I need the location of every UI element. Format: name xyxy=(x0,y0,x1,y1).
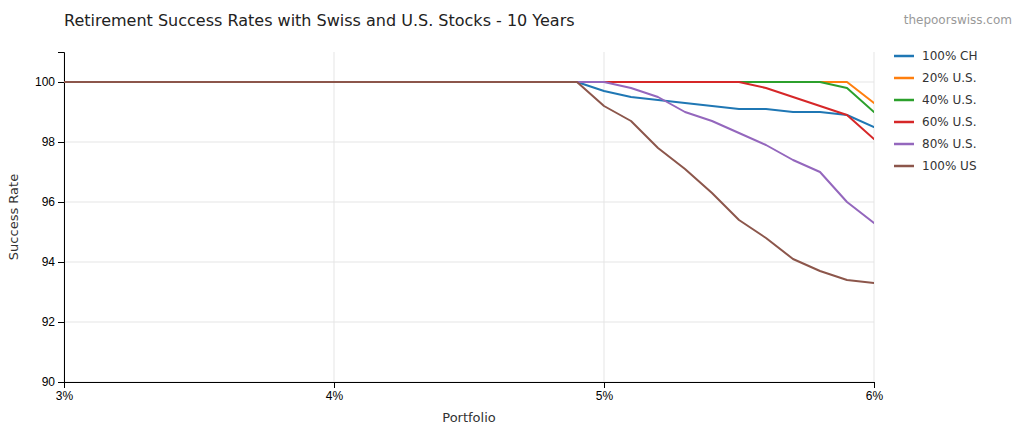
y-tick-mark xyxy=(58,322,64,323)
y-tick: 96 xyxy=(42,195,64,209)
legend-swatch xyxy=(894,143,914,146)
legend-label: 100% US xyxy=(922,159,977,173)
legend-swatch xyxy=(894,55,914,58)
legend-label: 40% U.S. xyxy=(922,93,977,107)
y-tick-mark xyxy=(58,262,64,263)
y-tick-label: 92 xyxy=(42,315,56,329)
series-line xyxy=(64,82,874,223)
y-tick-mark xyxy=(58,82,64,83)
y-tick: 90 xyxy=(42,375,64,389)
x-axis-title: Portfolio xyxy=(442,410,496,425)
x-axis-line xyxy=(65,383,875,389)
legend-item: 100% US xyxy=(894,159,977,173)
y-tick: 92 xyxy=(42,315,64,329)
x-tick: 5% xyxy=(596,382,614,403)
legend-item: 80% U.S. xyxy=(894,137,977,151)
title: Retirement Success Rates with Swiss and … xyxy=(64,11,575,30)
series-line xyxy=(64,82,874,139)
y-tick: 98 xyxy=(42,135,64,149)
legend-label: 20% U.S. xyxy=(922,71,977,85)
y-grid-line xyxy=(64,322,874,323)
plot: 3% 4% 5% 6% 90 92 94 96 98 100 xyxy=(35,52,884,403)
y-tick-label: 98 xyxy=(42,135,56,149)
y-tick: 94 xyxy=(42,255,64,269)
legend-swatch xyxy=(894,121,914,124)
y-tick-mark xyxy=(58,142,64,143)
x-tick-mark xyxy=(334,382,335,388)
grid xyxy=(64,52,874,382)
legend-item: 60% U.S. xyxy=(894,115,977,129)
legend-item: 100% CH xyxy=(894,49,978,63)
series-line xyxy=(64,82,874,127)
y-tick: 100 xyxy=(35,75,64,89)
x-grid-line xyxy=(604,52,605,382)
x-tick-label: 3% xyxy=(56,389,74,403)
y-tick-mark xyxy=(58,382,64,383)
x-tick-label: 4% xyxy=(326,389,344,403)
y-tick-label: 94 xyxy=(42,255,56,269)
legend: 100% CH 20% U.S. 40% U.S. 60% U.S. 80% U.S. 1… xyxy=(894,49,978,173)
x-tick: 3% xyxy=(56,382,74,403)
y-tick-label: 96 xyxy=(42,195,56,209)
legend-swatch xyxy=(894,165,914,168)
legend-label: 60% U.S. xyxy=(922,115,977,129)
y-axis: 90 92 94 96 98 100 xyxy=(35,53,65,390)
y-axis-title: Success Rate xyxy=(6,174,21,260)
y-tick-label: 100 xyxy=(35,75,55,89)
series-line xyxy=(64,82,874,112)
legend-label: 80% U.S. xyxy=(922,137,977,151)
series-line xyxy=(64,82,874,283)
x-tick-label: 6% xyxy=(866,389,884,403)
y-tick-label: 90 xyxy=(42,375,56,389)
legend-label: 100% CH xyxy=(922,49,978,63)
y-grid-line xyxy=(64,142,874,143)
annotation: thepoorswiss.com xyxy=(904,13,1012,27)
legend-swatch xyxy=(894,99,914,102)
x-grid-line xyxy=(334,52,335,382)
y-grid-line xyxy=(64,262,874,263)
x-tick: 6% xyxy=(866,382,884,403)
legend-item: 20% U.S. xyxy=(894,71,977,85)
x-axis: 3% 4% 5% 6% xyxy=(56,382,884,403)
lines xyxy=(64,82,874,283)
x-tick-mark xyxy=(874,382,875,388)
legend-swatch xyxy=(894,77,914,80)
legend-item: 40% U.S. xyxy=(894,93,977,107)
x-tick: 4% xyxy=(326,382,344,403)
x-tick-label: 5% xyxy=(596,389,614,403)
y-axis-line xyxy=(58,53,65,383)
y-grid-line xyxy=(64,202,874,203)
y-tick-mark xyxy=(58,202,64,203)
chart: 3% 4% 5% 6% 90 92 94 96 98 100 Retirement Success … xyxy=(0,0,1024,434)
x-tick-mark xyxy=(604,382,605,388)
